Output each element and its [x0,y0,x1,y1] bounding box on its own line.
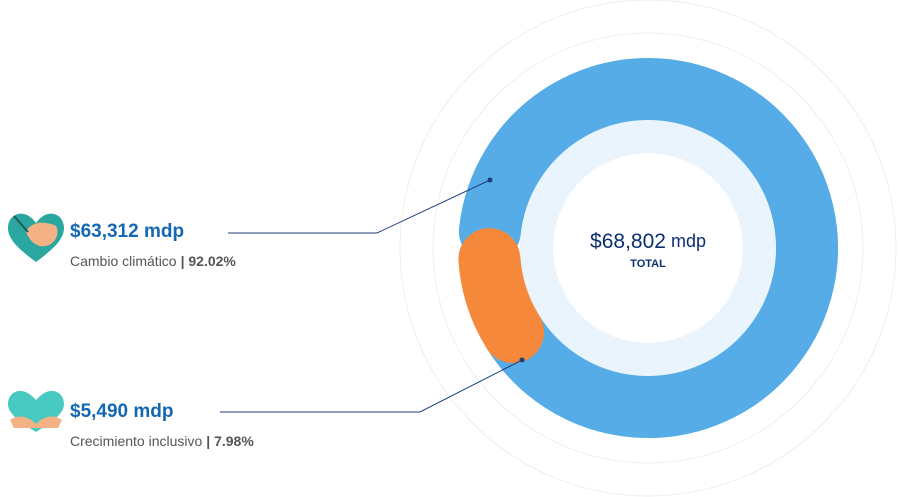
donut-segment [458,228,545,364]
leader-line [228,179,491,234]
leader-dot [487,177,493,183]
icon-climate [8,213,64,262]
amount-label: $63,312 mdp [70,221,184,242]
icon-inclusive [8,390,64,432]
category-label: Crecimiento inclusivo | 7.98% [70,433,254,449]
outer-ring [399,0,897,497]
leader-line [220,359,523,413]
percent-label: | 92.02% [181,253,237,269]
total-value: $68,802 [590,230,666,253]
category-name: Crecimiento inclusivo [70,433,202,449]
donut-segment [458,58,838,438]
center-disc [553,153,743,343]
outer-ring [432,32,864,464]
category-name: Cambio climático [70,253,177,269]
amount-label: $5,490 mdp [70,401,174,422]
leader-dot [519,357,525,363]
category-label: Cambio climático | 92.02% [70,253,236,269]
total-unit: mdp [671,231,706,251]
total-caption: TOTAL [630,258,666,270]
percent-label: | 7.98% [206,433,254,449]
total: $68,802 mdp [590,230,706,253]
